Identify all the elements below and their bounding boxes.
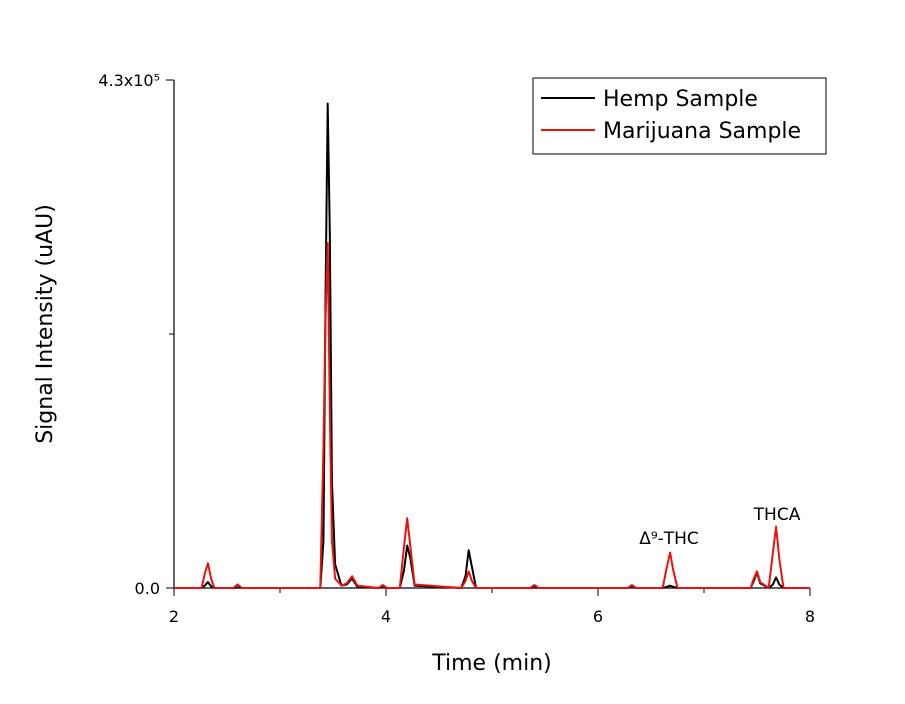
legend-label: Hemp Sample [603, 87, 758, 112]
x-axis-title: Time (min) [431, 651, 552, 676]
series-line [174, 102, 810, 589]
y-axis-title: Signal Intensity (uAU) [33, 204, 58, 444]
x-tick-label: 6 [593, 607, 603, 626]
legend-box [532, 77, 827, 155]
annotation: THCA [753, 505, 801, 525]
x-tick-label: 4 [381, 607, 391, 626]
series-line [174, 242, 810, 589]
annotation: Δ⁹-THC [639, 529, 699, 549]
legend-label: Marijuana Sample [603, 119, 801, 144]
y-tick-label: 4.3x10⁵ [98, 71, 160, 90]
x-tick-label: 8 [805, 607, 815, 626]
x-tick-label: 2 [169, 607, 179, 626]
y-tick-label: 0.0 [135, 579, 160, 598]
